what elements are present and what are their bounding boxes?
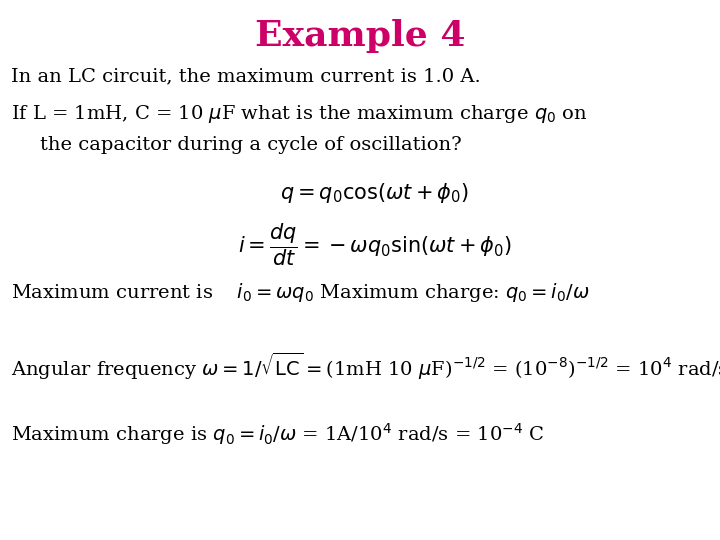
- Text: Maximum current is    $i_0{=}\omega q_0$ Maximum charge: $q_0{=}i_0/\omega$: Maximum current is $i_0{=}\omega q_0$ Ma…: [11, 281, 590, 304]
- Text: Angular frequency $\omega{=}1/\sqrt{\mathrm{LC}}{=}$(1mH 10 $\mu$F)$^{-1/2}$ = (: Angular frequency $\omega{=}1/\sqrt{\mat…: [11, 351, 720, 382]
- Text: In an LC circuit, the maximum current is 1.0 A.: In an LC circuit, the maximum current is…: [11, 68, 480, 85]
- Text: $i = \dfrac{dq}{dt} = -\omega q_0\sin(\omega t+\phi_0)$: $i = \dfrac{dq}{dt} = -\omega q_0\sin(\o…: [238, 221, 511, 268]
- Text: $q = q_0\cos(\omega t+\phi_0)$: $q = q_0\cos(\omega t+\phi_0)$: [280, 181, 469, 205]
- Text: If L = 1mH, C = 10 $\mu$F what is the maximum charge $q_0$ on: If L = 1mH, C = 10 $\mu$F what is the ma…: [11, 103, 588, 125]
- Text: the capacitor during a cycle of oscillation?: the capacitor during a cycle of oscillat…: [40, 136, 462, 154]
- Text: Example 4: Example 4: [255, 19, 465, 53]
- Text: Maximum charge is $q_0{=}i_0/\omega$ = 1A/10$^4$ rad/s = 10$^{-4}$ C: Maximum charge is $q_0{=}i_0/\omega$ = 1…: [11, 421, 544, 447]
